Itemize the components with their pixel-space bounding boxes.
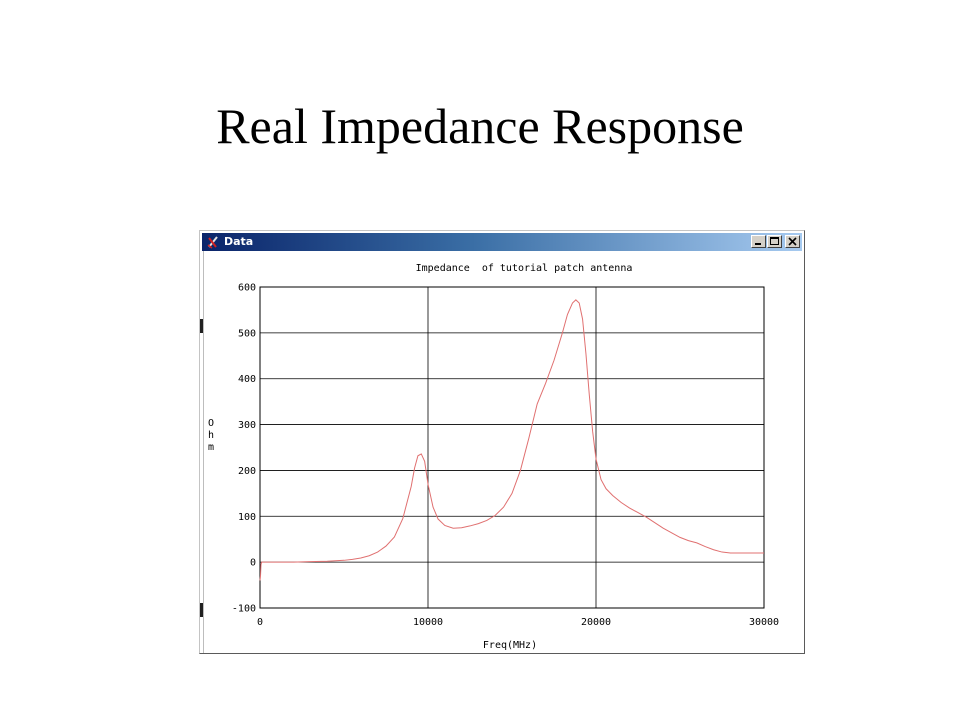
x-axis-ticks: 0 10000 20000 30000	[257, 617, 779, 628]
y-axis-label-char: h	[208, 430, 214, 441]
data-window: Data Impedance of tutorial patch antenna…	[199, 230, 805, 654]
window-title: Data	[224, 235, 254, 248]
y-tick-label: 200	[238, 466, 256, 477]
frame-notch	[200, 603, 203, 617]
slide-title: Real Impedance Response	[216, 98, 744, 154]
window-left-frame	[200, 251, 204, 653]
frame-notch	[200, 319, 203, 333]
x-axis-label: Freq(MHz)	[483, 640, 537, 651]
window-titlebar[interactable]: Data	[202, 233, 802, 251]
impedance-chart: Impedance of tutorial patch antenna 0 100…	[208, 263, 779, 651]
minimize-icon	[755, 243, 761, 245]
maximize-button[interactable]	[767, 235, 782, 248]
minimize-button[interactable]	[751, 235, 766, 248]
y-axis-ticks: -100 0 100 200 300 400 500 600	[232, 283, 256, 615]
close-button[interactable]	[785, 235, 800, 248]
close-icon	[788, 237, 797, 246]
y-tick-label: 500	[238, 328, 256, 339]
chart-title: Impedance of tutorial patch antenna	[416, 263, 633, 274]
y-axis-label-char: O	[208, 418, 214, 429]
y-tick-label: 100	[238, 512, 256, 523]
y-axis-label-char: m	[208, 442, 214, 453]
x-tick-label: 0	[257, 617, 263, 628]
y-tick-label: 0	[250, 558, 256, 569]
impedance-line	[259, 299, 764, 581]
plot-frame	[259, 286, 765, 609]
maximize-icon	[770, 237, 779, 245]
chart-grid	[259, 286, 765, 609]
plot-app-icon[interactable]	[207, 235, 219, 249]
x-tick-label: 10000	[413, 617, 443, 628]
x-tick-label: 20000	[581, 617, 611, 628]
y-tick-label: 600	[238, 283, 256, 294]
y-tick-label: 400	[238, 374, 256, 385]
y-axis-label: Ohm	[208, 418, 214, 453]
y-tick-label: -100	[232, 604, 256, 615]
x-tick-label: 30000	[749, 617, 779, 628]
y-tick-label: 300	[238, 420, 256, 431]
